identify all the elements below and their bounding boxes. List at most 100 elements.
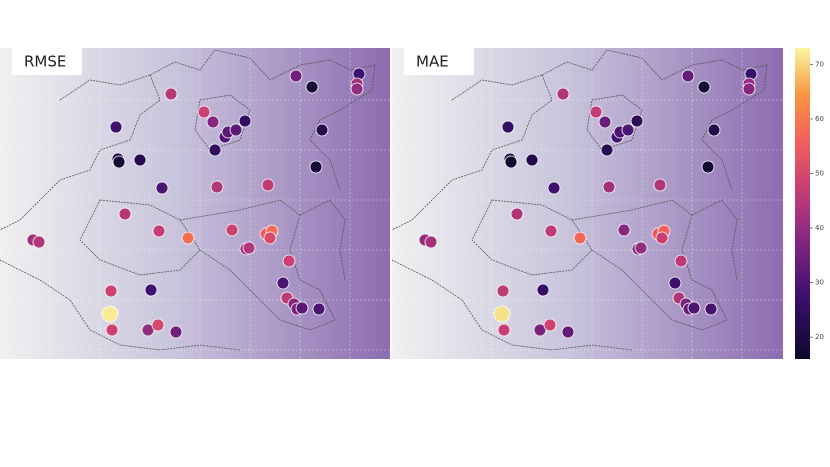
region-boundary <box>149 49 376 191</box>
title-box <box>12 48 82 75</box>
station-point <box>697 80 711 94</box>
map-panel: MAE <box>391 48 783 359</box>
station-point <box>112 155 126 169</box>
map-panel: RMSE <box>0 48 390 359</box>
region-boundary <box>194 94 251 151</box>
station-point <box>105 323 119 337</box>
colorbar <box>795 48 810 359</box>
station-point <box>263 231 277 245</box>
station-point <box>238 114 252 128</box>
colorbar-tick-label: 70 <box>815 60 824 68</box>
station-point <box>309 160 323 174</box>
station-point <box>533 323 547 337</box>
station-point <box>141 323 155 337</box>
region-boundary <box>0 259 241 351</box>
station-point <box>600 143 614 157</box>
station-point <box>543 318 557 332</box>
station-point <box>144 283 158 297</box>
station-point <box>350 82 364 96</box>
station-point <box>634 241 648 255</box>
station-point <box>152 224 166 238</box>
station-point <box>536 283 550 297</box>
station-point <box>101 305 119 323</box>
station-point <box>208 143 222 157</box>
station-point <box>424 235 438 249</box>
station-point <box>169 325 183 339</box>
station-point <box>496 284 510 298</box>
station-point <box>305 80 319 94</box>
station-point <box>155 181 169 195</box>
station-point <box>118 207 132 221</box>
panel-title: MAE <box>416 53 449 71</box>
station-point <box>668 276 682 290</box>
station-point <box>497 323 511 337</box>
station-point <box>617 223 631 237</box>
station-point <box>573 231 587 245</box>
station-point <box>621 123 635 137</box>
station-point <box>104 284 118 298</box>
region-boundary <box>79 199 201 276</box>
station-point <box>315 123 329 137</box>
station-point <box>109 120 123 134</box>
station-point <box>504 155 518 169</box>
region-boundary <box>586 94 643 151</box>
panel-title: RMSE <box>24 53 66 71</box>
station-point <box>295 301 309 315</box>
station-point <box>312 302 326 316</box>
station-point <box>561 325 575 339</box>
colorbar-tick-label: 30 <box>815 279 824 287</box>
station-point <box>742 82 756 96</box>
region-boundary <box>541 49 768 191</box>
station-point <box>701 160 715 174</box>
station-point <box>181 231 195 245</box>
station-point <box>687 301 701 315</box>
region-boundary <box>0 74 161 231</box>
station-point <box>133 153 147 167</box>
colorbar-tick-label: 50 <box>815 169 824 177</box>
colorbar-tick-label: 20 <box>815 333 824 341</box>
station-point <box>493 305 511 323</box>
station-point <box>681 69 695 83</box>
station-point <box>602 180 616 194</box>
map-background <box>0 48 390 359</box>
station-point <box>32 235 46 249</box>
map-background <box>392 48 783 359</box>
station-point <box>229 123 243 137</box>
station-point <box>544 224 558 238</box>
region-boundary <box>471 199 593 276</box>
region-boundary <box>451 74 543 101</box>
region-boundary <box>391 74 553 231</box>
station-point <box>164 87 178 101</box>
title-box <box>404 48 474 75</box>
station-point <box>653 178 667 192</box>
station-point <box>556 87 570 101</box>
station-point <box>630 114 644 128</box>
station-point <box>276 276 290 290</box>
station-point <box>501 120 515 134</box>
station-point <box>206 115 220 129</box>
station-point <box>225 223 239 237</box>
region-boundary <box>179 199 336 331</box>
station-point <box>282 254 296 268</box>
station-point <box>707 123 721 137</box>
station-point <box>598 115 612 129</box>
colorbar-tick-label: 40 <box>815 224 824 232</box>
station-point <box>510 207 524 221</box>
station-point <box>261 178 275 192</box>
region-boundary <box>691 199 738 281</box>
station-point <box>197 105 211 119</box>
station-point <box>547 181 561 195</box>
station-point <box>242 241 256 255</box>
region-boundary <box>59 74 151 101</box>
region-boundary <box>571 199 728 331</box>
station-point <box>704 302 718 316</box>
region-boundary <box>391 259 633 351</box>
station-point <box>289 69 303 83</box>
station-point <box>589 105 603 119</box>
station-point <box>151 318 165 332</box>
station-point <box>210 180 224 194</box>
station-point <box>525 153 539 167</box>
station-point <box>674 254 688 268</box>
region-boundary <box>299 199 346 281</box>
